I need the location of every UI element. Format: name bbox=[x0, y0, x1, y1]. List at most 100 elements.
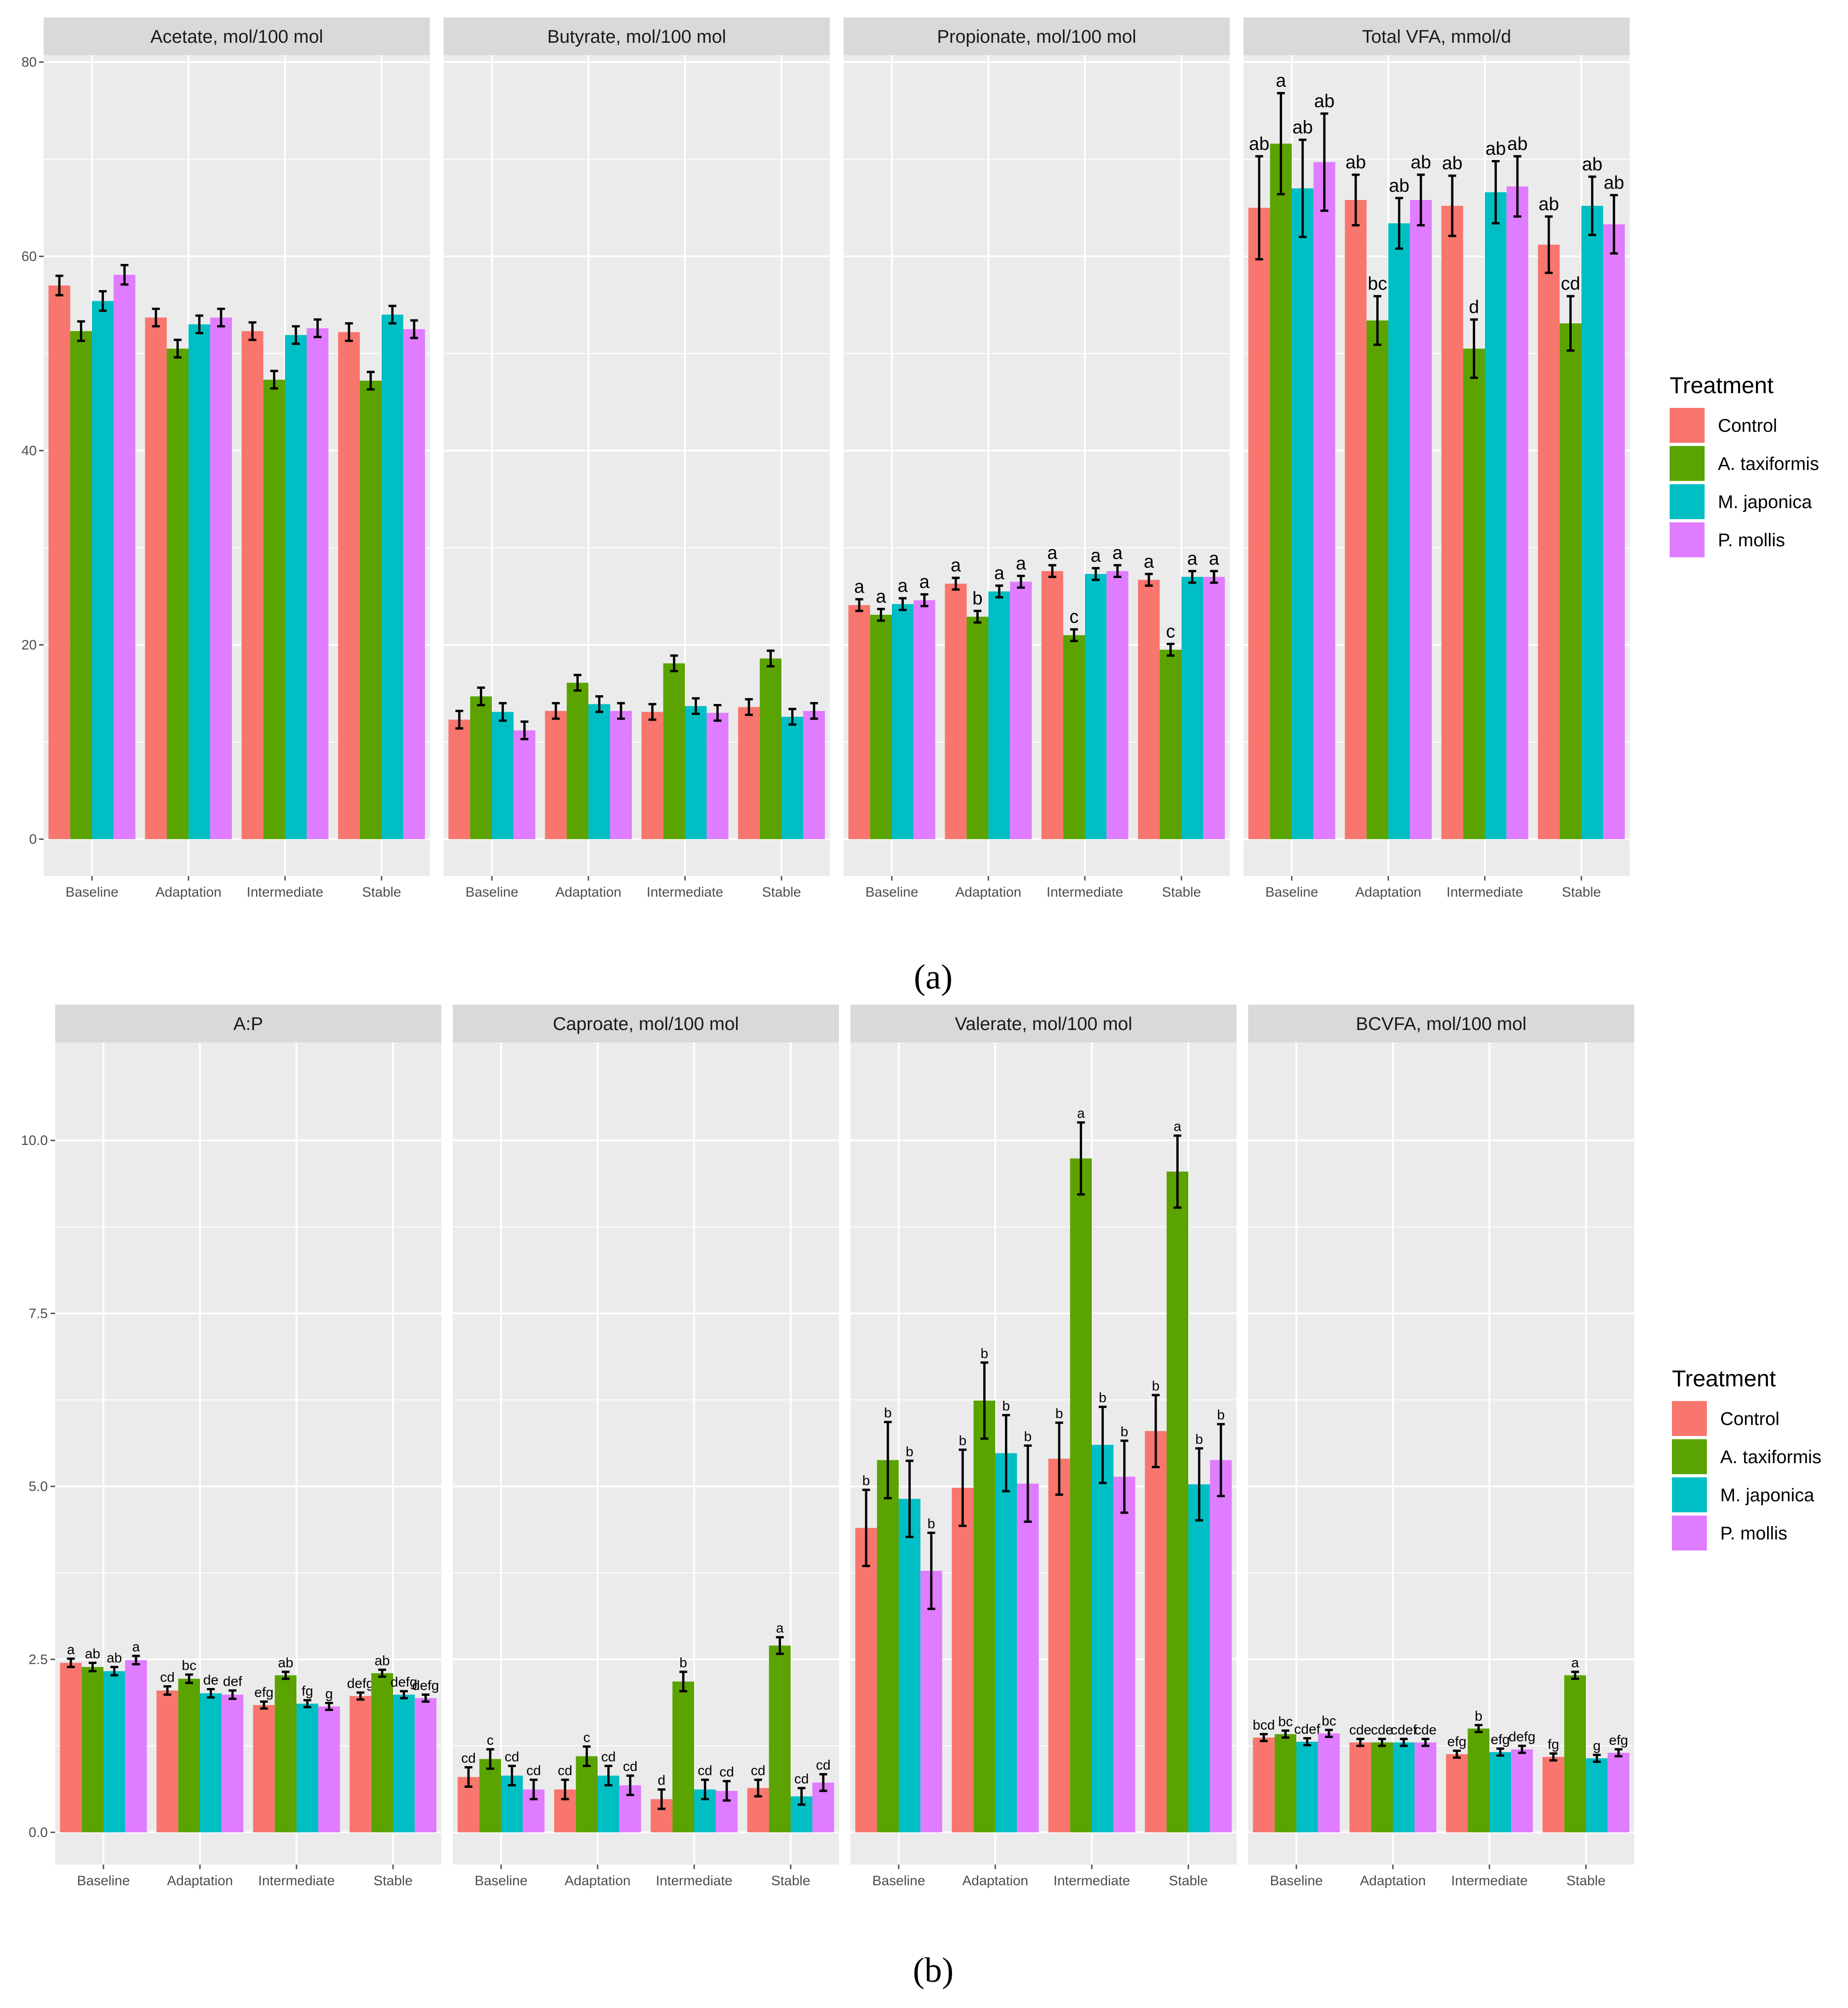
significance-label: d bbox=[658, 1773, 666, 1788]
bar-a-taxiformis-baseline bbox=[470, 696, 492, 839]
x-tick-label: Baseline bbox=[65, 885, 118, 900]
significance-label: a bbox=[1174, 1119, 1181, 1134]
x-tick-label: Stable bbox=[362, 885, 401, 900]
x-tick-label: Stable bbox=[1162, 885, 1201, 900]
bar-m-japonica-adaptation bbox=[1393, 1742, 1415, 1832]
legend-swatch-m-japonica bbox=[1672, 1477, 1707, 1512]
significance-label: b bbox=[679, 1655, 687, 1670]
bar-control-adaptation bbox=[145, 317, 167, 839]
x-tick-label: Intermediate bbox=[1054, 1873, 1130, 1888]
significance-label: b bbox=[1024, 1429, 1032, 1444]
significance-label: ab bbox=[1249, 134, 1270, 154]
x-tick-label: Baseline bbox=[474, 1873, 527, 1888]
significance-label: efg bbox=[254, 1685, 274, 1700]
legend: Treatment Control A. taxiformis M. japonica… bbox=[1672, 1366, 1821, 1550]
bar-a-taxiformis-intermediate bbox=[263, 379, 285, 839]
bar-p-mollis-adaptation bbox=[1415, 1742, 1437, 1832]
bar-p-mollis-stable bbox=[1608, 1752, 1630, 1832]
significance-label: a bbox=[951, 555, 961, 576]
significance-label: bcd bbox=[1253, 1717, 1275, 1733]
x-tick-label: Stable bbox=[373, 1873, 412, 1888]
significance-label: g bbox=[325, 1687, 333, 1702]
significance-label: bc bbox=[1322, 1713, 1336, 1728]
bar-m-japonica-stable bbox=[1581, 206, 1603, 839]
significance-label: ab bbox=[375, 1653, 390, 1668]
significance-label: a bbox=[1091, 546, 1101, 566]
significance-label: ab bbox=[1507, 134, 1528, 154]
bar-p-mollis-baseline bbox=[920, 1571, 942, 1832]
x-tick-label: Baseline bbox=[77, 1873, 130, 1888]
significance-label: cd bbox=[794, 1772, 809, 1787]
bar-p-mollis-adaptation bbox=[1410, 200, 1432, 840]
bar-a-taxiformis-baseline bbox=[870, 615, 892, 839]
bar-control-adaptation bbox=[952, 1487, 974, 1832]
x-tick-label: Baseline bbox=[872, 1873, 925, 1888]
x-tick-label: Baseline bbox=[465, 885, 518, 900]
bar-p-mollis-stable bbox=[1203, 577, 1225, 839]
bar-control-baseline bbox=[60, 1663, 82, 1832]
significance-label: a bbox=[898, 576, 908, 596]
bar-a-taxiformis-stable bbox=[359, 380, 382, 839]
significance-label: a bbox=[1571, 1655, 1579, 1670]
legend-label-control: Control bbox=[1718, 416, 1777, 436]
significance-label: b bbox=[1002, 1399, 1010, 1414]
panel-butyrate-mol-100-mol: Butyrate, mol/100 mol Baseline Adaptation I… bbox=[444, 17, 830, 900]
bar-p-mollis-baseline bbox=[1313, 162, 1335, 839]
bar-p-mollis-baseline bbox=[1318, 1733, 1340, 1832]
y-tick-label: 0.0 bbox=[29, 1825, 48, 1840]
bar-a-taxiformis-stable bbox=[1559, 323, 1581, 840]
x-tick-label: Intermediate bbox=[647, 885, 724, 900]
x-tick-label: Stable bbox=[1562, 885, 1601, 900]
significance-label: b bbox=[1121, 1424, 1129, 1439]
caption-b: (b) bbox=[913, 1951, 954, 1990]
significance-label: cd bbox=[461, 1751, 476, 1766]
significance-label: ab bbox=[1539, 194, 1559, 214]
significance-label: a bbox=[1144, 551, 1154, 572]
y-tick-label: 0 bbox=[29, 832, 37, 847]
panel-title: Caproate, mol/100 mol bbox=[553, 1014, 739, 1034]
x-tick-label: Intermediate bbox=[656, 1873, 733, 1888]
significance-label: b bbox=[972, 589, 982, 609]
bar-control-intermediate bbox=[1441, 206, 1463, 839]
bar-a-taxiformis-intermediate bbox=[274, 1675, 297, 1832]
significance-label: cd bbox=[601, 1750, 616, 1765]
significance-label: cd bbox=[160, 1670, 175, 1685]
panel-strip bbox=[850, 1005, 1237, 1042]
significance-label: ab bbox=[1442, 153, 1463, 173]
x-tick-label: Baseline bbox=[865, 885, 918, 900]
bar-p-mollis-stable bbox=[1210, 1460, 1232, 1832]
significance-label: b bbox=[1217, 1407, 1225, 1423]
bar-control-stable bbox=[338, 332, 360, 839]
x-tick-label: Intermediate bbox=[1047, 885, 1124, 900]
significance-label: cd bbox=[526, 1763, 541, 1779]
panel-strip bbox=[1248, 1005, 1634, 1042]
bar-control-stable bbox=[738, 707, 760, 839]
significance-label: c bbox=[487, 1733, 494, 1748]
x-tick-label: Baseline bbox=[1265, 885, 1318, 900]
x-tick-label: Intermediate bbox=[1447, 885, 1523, 900]
significance-label: g bbox=[1593, 1738, 1601, 1753]
panel-strip bbox=[55, 1005, 441, 1042]
significance-label: cd bbox=[1561, 274, 1580, 294]
bar-m-japonica-intermediate bbox=[1085, 574, 1107, 839]
panel-title: BCVFA, mol/100 mol bbox=[1356, 1014, 1526, 1034]
x-tick-label: Intermediate bbox=[1451, 1873, 1528, 1888]
x-tick-label: Stable bbox=[1169, 1873, 1208, 1888]
bar-control-adaptation bbox=[945, 584, 967, 839]
bar-a-taxiformis-intermediate bbox=[1063, 635, 1085, 839]
significance-label: ab bbox=[1292, 117, 1313, 137]
bar-a-taxiformis-adaptation bbox=[178, 1678, 200, 1832]
bar-control-adaptation bbox=[545, 711, 567, 839]
bar-p-mollis-intermediate bbox=[707, 713, 729, 839]
significance-label: b bbox=[928, 1516, 935, 1531]
legend-label-m-japonica: M. japonica bbox=[1720, 1485, 1814, 1505]
significance-label: a bbox=[776, 1621, 784, 1636]
significance-label: cde bbox=[1415, 1722, 1437, 1738]
significance-label: a bbox=[919, 572, 930, 592]
y-tick-label: 2.5 bbox=[29, 1652, 48, 1667]
bar-p-mollis-adaptation bbox=[1017, 1483, 1039, 1832]
bar-a-taxiformis-intermediate bbox=[1070, 1158, 1092, 1832]
